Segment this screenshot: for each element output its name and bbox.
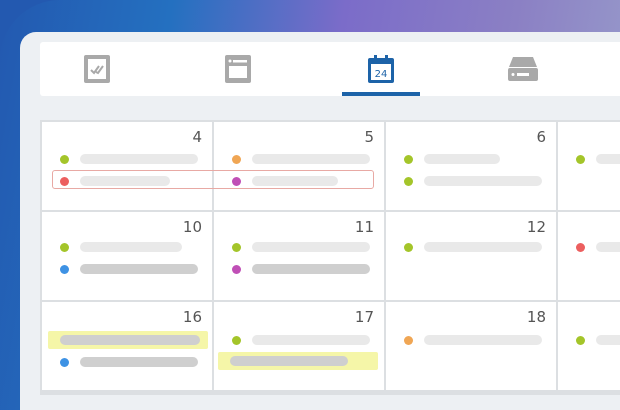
dot-icon — [232, 154, 241, 164]
day-number: 16 — [182, 308, 202, 326]
dot-icon — [404, 154, 413, 164]
dot-icon — [60, 242, 69, 252]
dot-icon — [60, 154, 69, 164]
day-cell[interactable] — [558, 302, 620, 390]
event[interactable] — [576, 242, 620, 252]
multi-day-event-outline[interactable] — [52, 170, 374, 189]
day-number: 5 — [364, 128, 374, 146]
dot-icon — [60, 176, 69, 186]
event[interactable] — [404, 242, 542, 252]
day-number: 12 — [526, 218, 546, 236]
day-cell[interactable]: 10 — [42, 212, 212, 300]
tab-tasks[interactable] — [58, 42, 136, 96]
form-icon — [225, 55, 251, 83]
dot-icon — [576, 335, 585, 345]
event[interactable] — [232, 335, 370, 345]
day-cell[interactable] — [558, 212, 620, 300]
day-cell[interactable]: 4 — [42, 122, 212, 210]
day-cell[interactable]: 18 — [386, 302, 556, 390]
tab-calendar[interactable]: 24 — [342, 42, 420, 96]
dot-icon — [404, 176, 413, 186]
day-number: 17 — [354, 308, 374, 326]
calendar-grid: 4 5 6 10 11 12 16 17 18 — [40, 120, 620, 395]
dot-icon — [232, 242, 241, 252]
svg-text:24: 24 — [375, 69, 388, 80]
dot-icon — [404, 335, 413, 345]
event[interactable] — [576, 154, 620, 164]
event[interactable] — [60, 264, 198, 274]
dot-icon — [576, 242, 585, 252]
event[interactable] — [404, 335, 542, 345]
event[interactable] — [60, 335, 200, 345]
event[interactable] — [404, 176, 542, 186]
day-number: 6 — [536, 128, 546, 146]
event[interactable] — [404, 154, 500, 164]
day-cell[interactable]: 6 — [386, 122, 556, 210]
day-number: 18 — [526, 308, 546, 326]
dot-icon — [576, 154, 585, 164]
day-number: 4 — [192, 128, 202, 146]
day-cell[interactable] — [558, 122, 620, 210]
dot-icon — [404, 242, 413, 252]
dot-icon — [232, 264, 241, 274]
day-number: 11 — [354, 218, 374, 236]
drive-icon — [508, 57, 538, 81]
event[interactable] — [60, 357, 198, 367]
tab-storage[interactable] — [484, 42, 562, 96]
event[interactable] — [232, 264, 370, 274]
day-cell[interactable]: 11 — [214, 212, 384, 300]
event[interactable] — [60, 154, 198, 164]
day-cell[interactable]: 12 — [386, 212, 556, 300]
tab-bar: 24 — [40, 42, 620, 96]
event[interactable] — [60, 176, 170, 186]
day-cell[interactable]: 5 — [214, 122, 384, 210]
tab-forms[interactable] — [199, 42, 277, 96]
checklist-icon — [84, 55, 110, 83]
calendar-icon: 24 — [368, 55, 394, 83]
dot-icon — [232, 176, 241, 186]
day-cell[interactable]: 16 — [42, 302, 212, 390]
event[interactable] — [232, 242, 370, 252]
dot-icon — [232, 335, 241, 345]
dot-icon — [60, 264, 69, 274]
event[interactable] — [230, 356, 348, 366]
event[interactable] — [232, 176, 338, 186]
day-number: 10 — [182, 218, 202, 236]
event[interactable] — [60, 242, 182, 252]
dot-icon — [60, 357, 69, 367]
event[interactable] — [576, 335, 620, 345]
day-cell[interactable]: 17 — [214, 302, 384, 390]
event[interactable] — [232, 154, 370, 164]
